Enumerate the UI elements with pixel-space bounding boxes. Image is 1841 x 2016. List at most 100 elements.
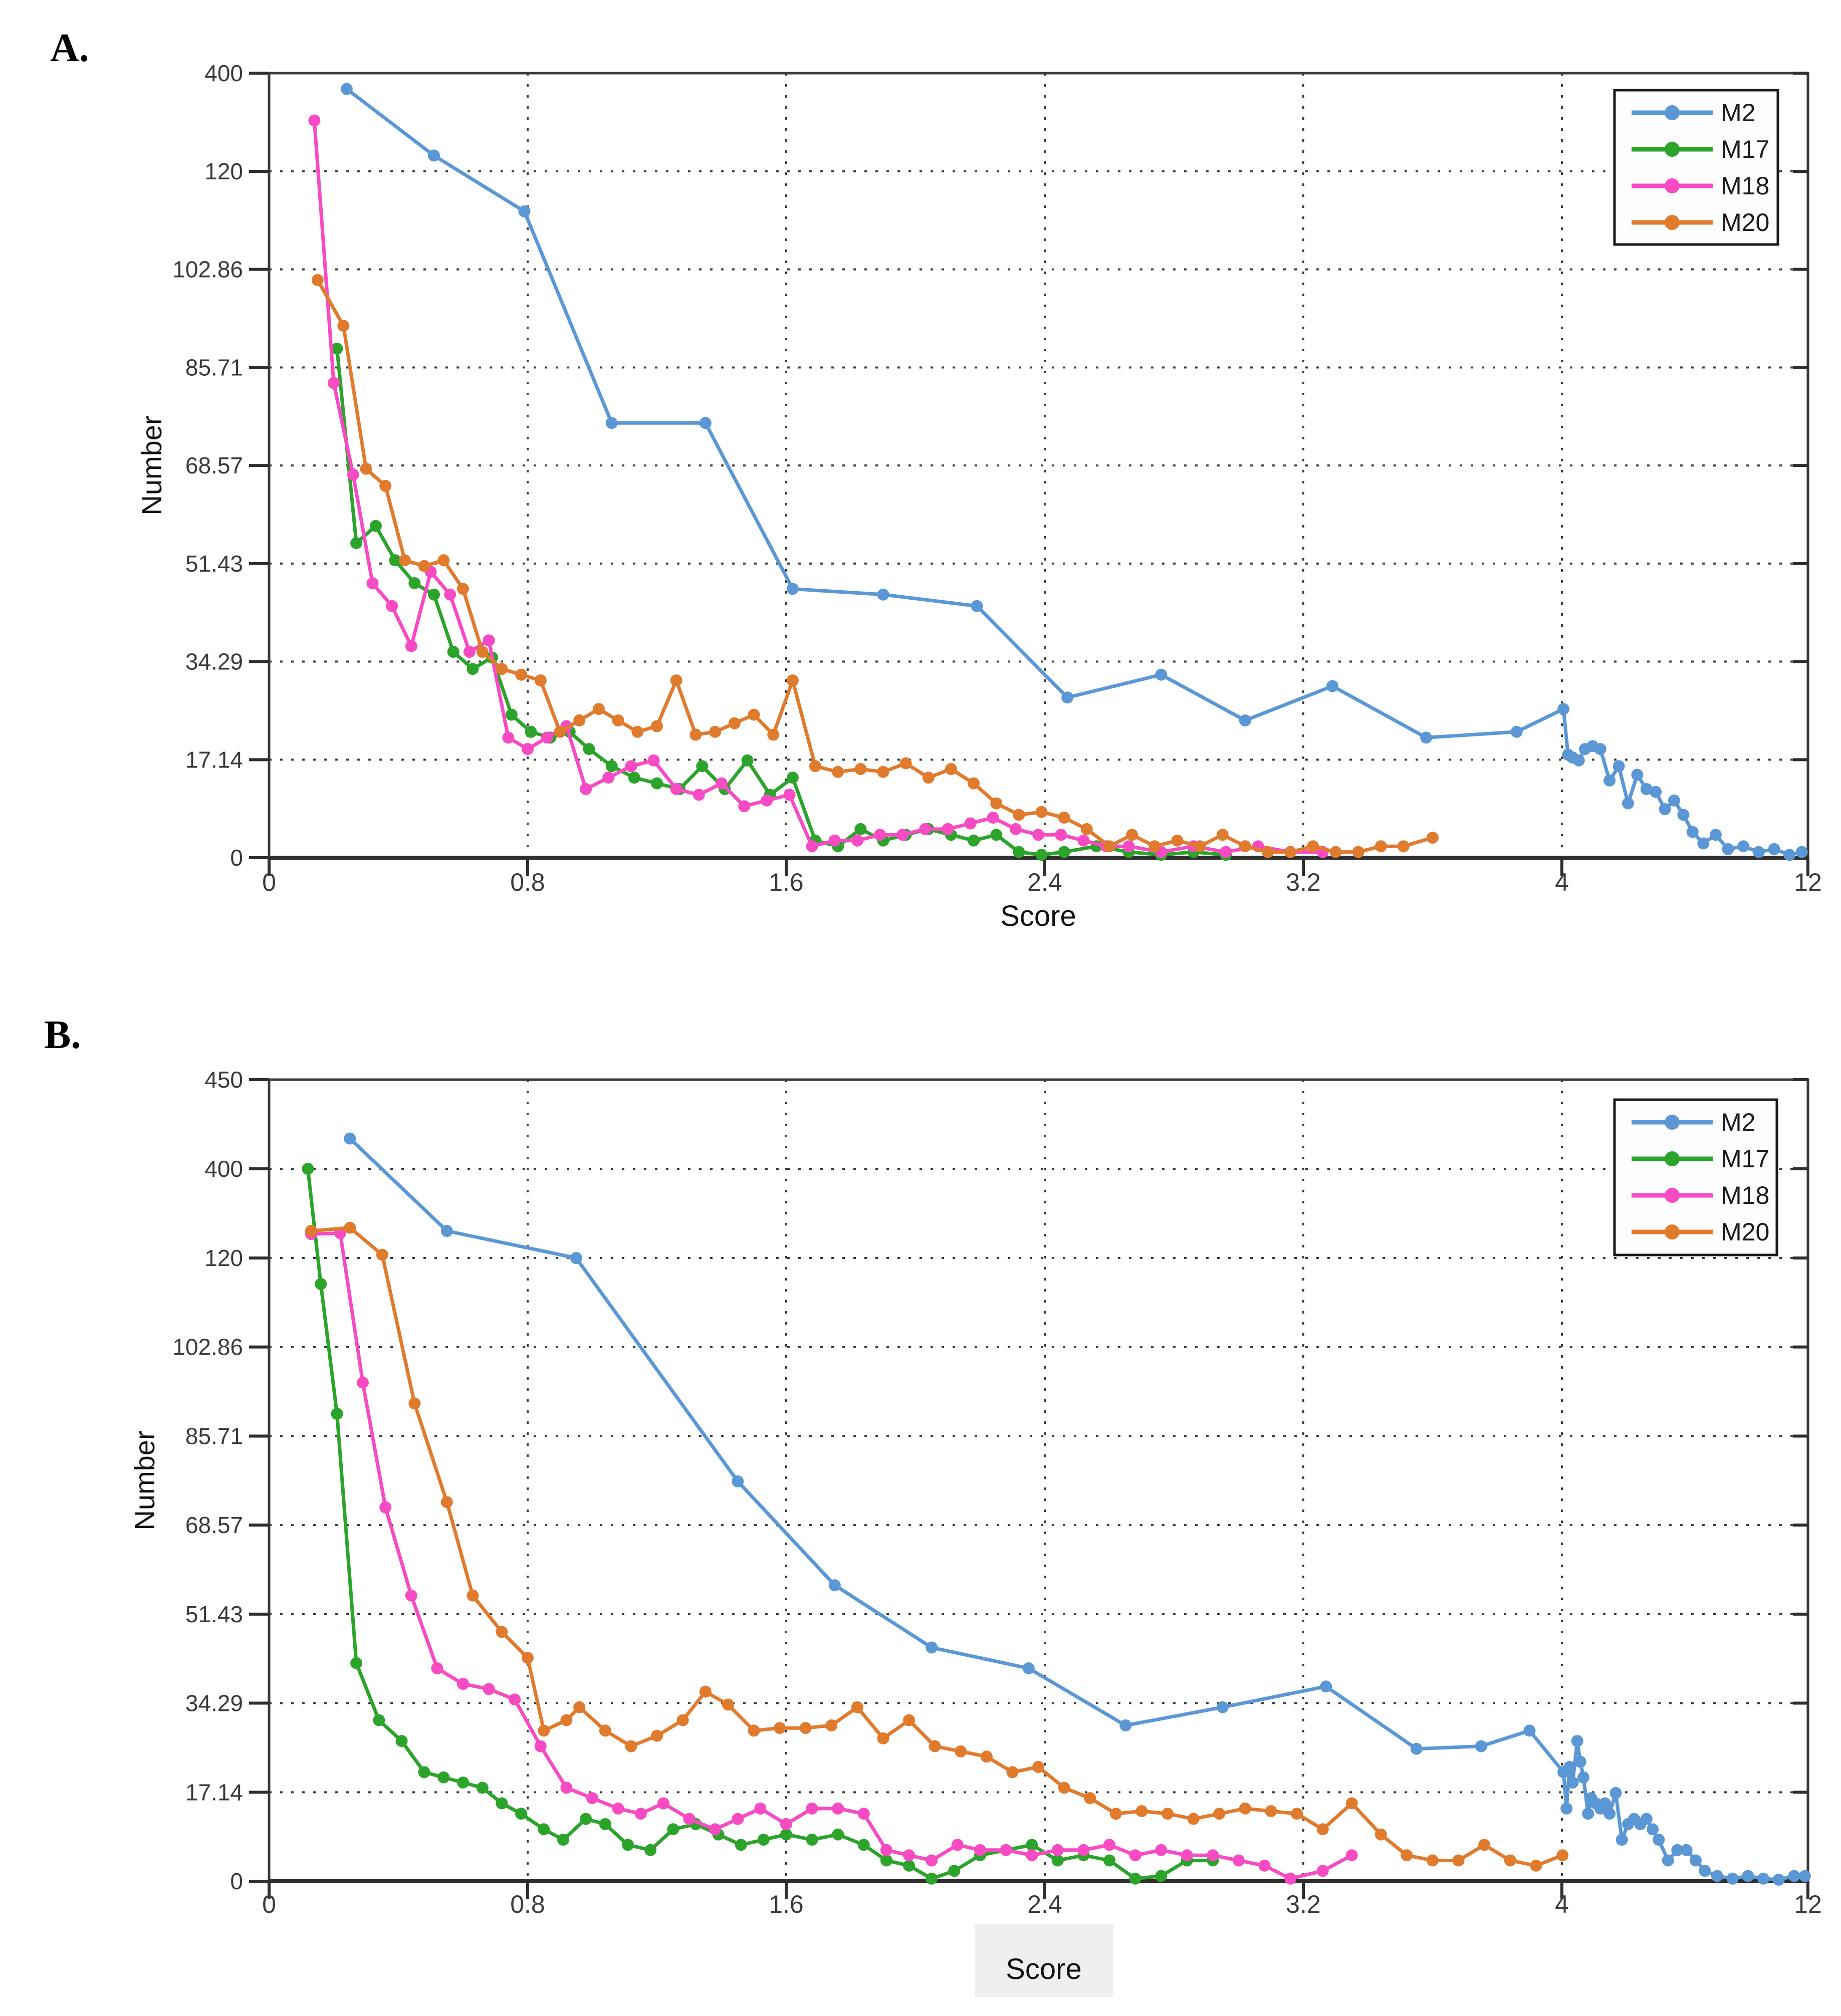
series-marker-M18 xyxy=(1077,1844,1090,1856)
series-marker-M18 xyxy=(444,588,456,601)
series-marker-M2 xyxy=(1668,794,1680,807)
series-marker-M17 xyxy=(447,646,459,658)
series-marker-M18 xyxy=(1155,1844,1168,1856)
y-tick-label: 120 xyxy=(204,158,243,184)
y-tick-label: 0 xyxy=(230,845,243,871)
series-marker-M2 xyxy=(1622,797,1634,810)
y-tick-label: 68.57 xyxy=(185,452,243,478)
x-tick-label: 12 xyxy=(1794,1890,1822,1918)
series-marker-M20 xyxy=(1032,1760,1045,1773)
series-marker-M20 xyxy=(379,479,392,492)
series-marker-M20 xyxy=(1187,1813,1200,1825)
series-marker-M18 xyxy=(657,1797,669,1810)
series-marker-M2 xyxy=(732,1475,744,1487)
series-marker-M17 xyxy=(505,708,518,721)
series-marker-M2 xyxy=(344,1132,356,1145)
legend-box xyxy=(1613,1098,1778,1256)
series-marker-M18 xyxy=(761,794,773,807)
series-marker-M18 xyxy=(1207,1849,1219,1862)
x-tick-label: 4 xyxy=(1555,1890,1569,1918)
series-marker-M18 xyxy=(509,1693,521,1706)
series-line-M2 xyxy=(348,1137,1807,1882)
series-marker-M20 xyxy=(631,725,644,738)
series-marker-M2 xyxy=(1726,1872,1739,1885)
series-line-M18 xyxy=(312,119,1325,854)
series-marker-M18 xyxy=(308,114,321,127)
series-marker-M20 xyxy=(1478,1839,1491,1851)
series-marker-M2 xyxy=(1572,754,1585,767)
series-marker-M2 xyxy=(1650,786,1662,798)
x-tick-label: 3.2 xyxy=(1286,868,1321,896)
series-line-M2 xyxy=(345,87,1804,857)
series-marker-M2 xyxy=(877,588,889,601)
x-tick-label: 2.4 xyxy=(1027,1890,1062,1918)
series-marker-M18 xyxy=(1000,1844,1012,1856)
series-marker-M2 xyxy=(1647,1823,1659,1836)
series-marker-M20 xyxy=(1374,840,1387,853)
series-marker-M20 xyxy=(1058,1782,1070,1794)
series-marker-M20 xyxy=(774,1722,786,1734)
series-marker-M18 xyxy=(716,777,728,790)
series-marker-M20 xyxy=(1148,840,1161,853)
series-marker-M18 xyxy=(903,1849,915,1862)
series-marker-M17 xyxy=(605,760,618,773)
series-marker-M20 xyxy=(1374,1828,1387,1841)
series-marker-M2 xyxy=(1757,1872,1769,1885)
series-marker-M20 xyxy=(980,1750,993,1763)
series-marker-M20 xyxy=(767,728,780,741)
series-marker-M2 xyxy=(1671,1844,1684,1856)
series-marker-M20 xyxy=(560,1714,573,1726)
series-marker-M20 xyxy=(515,668,528,681)
series-marker-M17 xyxy=(857,1839,870,1851)
series-marker-M2 xyxy=(1742,1870,1754,1882)
series-marker-M17 xyxy=(1013,846,1025,858)
series-marker-M2 xyxy=(1563,1760,1576,1773)
series-marker-M17 xyxy=(832,1828,844,1841)
x-tick-label: 0 xyxy=(262,868,276,896)
series-marker-M18 xyxy=(541,731,553,744)
series-marker-M20 xyxy=(929,1740,941,1752)
series-marker-M17 xyxy=(331,1408,343,1420)
series-marker-M17 xyxy=(302,1163,314,1175)
series-marker-M17 xyxy=(373,1714,385,1726)
series-marker-M18 xyxy=(483,634,495,647)
legend-marker-M17 xyxy=(1665,1151,1680,1166)
series-marker-M20 xyxy=(968,777,980,790)
series-marker-M20 xyxy=(1239,840,1251,853)
series-marker-M2 xyxy=(1697,837,1710,850)
series-marker-M17 xyxy=(651,777,663,790)
series-marker-M20 xyxy=(1194,840,1206,853)
series-marker-M17 xyxy=(628,772,640,784)
series-marker-M2 xyxy=(1410,1742,1423,1755)
series-marker-M20 xyxy=(534,674,547,687)
legend-label-M17: M17 xyxy=(1721,135,1769,163)
series-marker-M18 xyxy=(602,772,615,784)
series-marker-M2 xyxy=(1061,691,1074,704)
series-marker-M17 xyxy=(395,1735,408,1747)
series-marker-M18 xyxy=(964,817,977,830)
legend-marker-M20 xyxy=(1665,215,1680,230)
series-marker-M17 xyxy=(428,588,440,601)
series-marker-M20 xyxy=(1452,1854,1465,1867)
series-marker-M17 xyxy=(780,1828,792,1841)
y-tick-label: 68.57 xyxy=(185,1512,243,1538)
series-marker-M20 xyxy=(945,763,957,775)
series-marker-M18 xyxy=(357,1376,369,1389)
series-marker-M17 xyxy=(1155,1870,1168,1882)
series-marker-M20 xyxy=(1265,1805,1277,1818)
series-marker-M17 xyxy=(580,1813,592,1825)
series-marker-M2 xyxy=(1768,843,1780,855)
series-marker-M2 xyxy=(828,1579,841,1592)
series-marker-M20 xyxy=(728,717,741,729)
series-marker-M20 xyxy=(832,766,844,778)
series-marker-M2 xyxy=(1680,1844,1693,1856)
series-marker-M20 xyxy=(1262,846,1274,858)
series-marker-M18 xyxy=(693,789,705,801)
series-marker-M18 xyxy=(483,1683,495,1695)
series-marker-M20 xyxy=(1504,1854,1516,1867)
series-marker-M2 xyxy=(1475,1740,1487,1752)
series-marker-M2 xyxy=(1640,1813,1653,1825)
series-marker-M20 xyxy=(1307,840,1319,853)
series-marker-M17 xyxy=(538,1823,550,1836)
series-marker-M20 xyxy=(903,1714,915,1726)
